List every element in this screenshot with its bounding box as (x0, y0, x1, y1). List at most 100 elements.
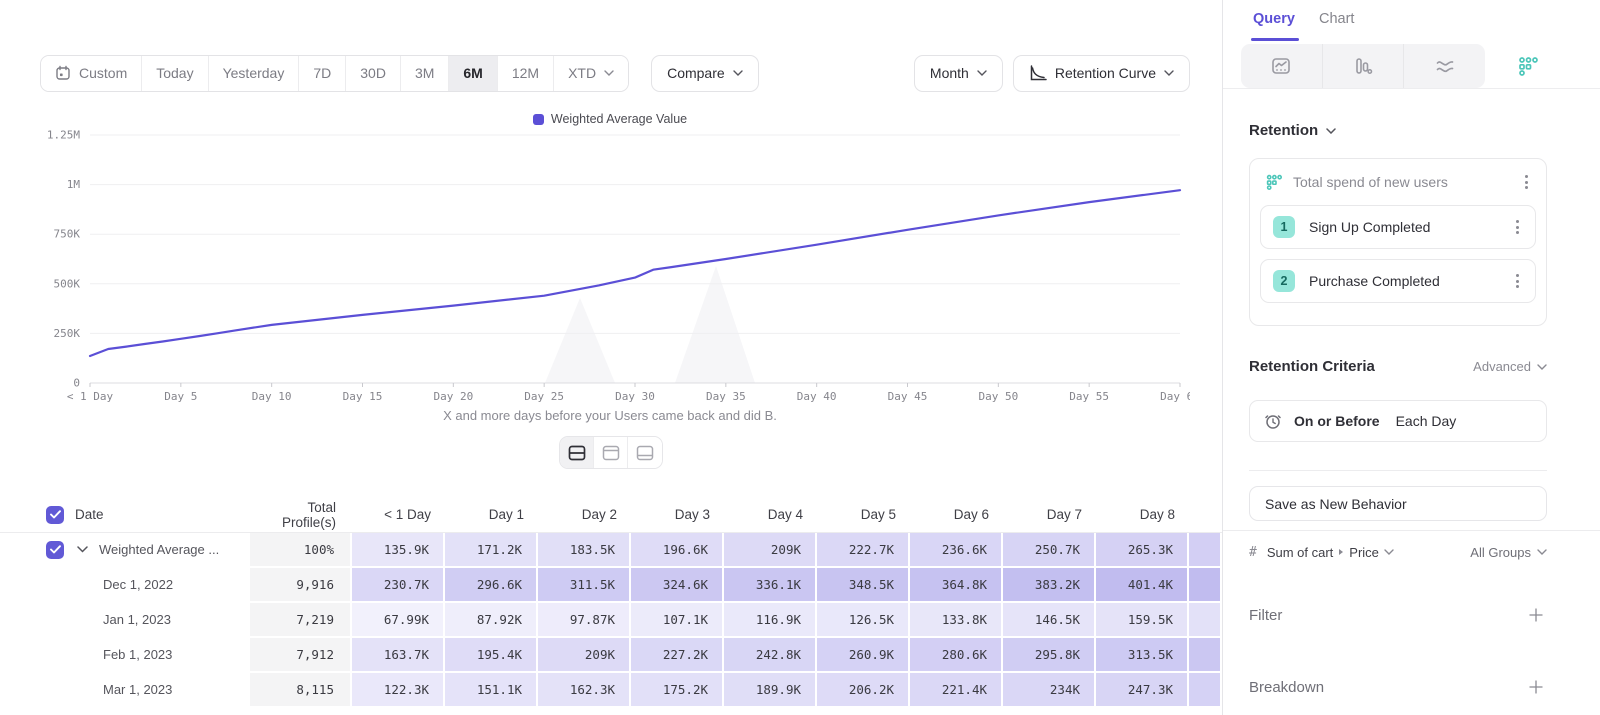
breakdown-section: Breakdown (1249, 672, 1547, 702)
table-only-view-button[interactable] (628, 437, 662, 468)
retention-value-cell: 107.1K (631, 603, 724, 638)
x-axis-label: Day 55 (1069, 390, 1109, 403)
range-label: 7D (313, 65, 332, 81)
x-axis-label: Day 50 (978, 390, 1018, 403)
watermark-triangle (675, 266, 755, 383)
range-7d[interactable]: 7D (299, 55, 347, 91)
tab-funnels[interactable] (1323, 44, 1405, 88)
legend-swatch (532, 113, 544, 125)
step-menu-button[interactable] (1510, 214, 1525, 240)
x-axis-label: Day 5 (164, 390, 197, 403)
tab-query[interactable]: Query (1253, 11, 1295, 27)
range-12m[interactable]: 12M (497, 55, 555, 91)
column-header-label: Date (75, 507, 104, 522)
x-axis-label: Day 45 (888, 390, 928, 403)
x-axis-label: Day 30 (615, 390, 655, 403)
save-as-new-behavior-button[interactable]: Save as New Behavior (1249, 486, 1547, 521)
compare-button[interactable]: Compare (651, 54, 759, 92)
column-header-day-5: Day 5 (860, 507, 896, 522)
retention-value-cell: 159.5K (1096, 603, 1189, 638)
chevron-down-icon (604, 70, 614, 76)
range-today[interactable]: Today (142, 55, 209, 91)
breakdown-label: Breakdown (1249, 678, 1325, 696)
criteria-mode-dropdown[interactable]: Advanced (1473, 359, 1547, 374)
range-6m[interactable]: 6M (449, 55, 498, 91)
retention-value-cell: 222.7K (817, 533, 910, 568)
tab-chart[interactable]: Chart (1319, 11, 1355, 27)
add-filter-button[interactable] (1525, 604, 1547, 626)
column-header-day-8: Day 8 (1139, 507, 1175, 522)
range-30d[interactable]: 30D (346, 55, 401, 91)
column-header-day-3: Day 3 (674, 507, 710, 522)
clipped-value-cell (1189, 568, 1222, 603)
step-menu-button[interactable] (1510, 268, 1525, 294)
split-view-button[interactable] (560, 437, 594, 468)
clipped-value-cell (1189, 603, 1222, 638)
window-type-selector[interactable]: On or Before (1294, 413, 1380, 429)
retention-value-cell: 364.8K (910, 568, 1003, 603)
behavior-menu-button[interactable] (1519, 169, 1534, 195)
row-total-cell: 100% (250, 533, 352, 568)
step-purchase-completed[interactable]: 2 Purchase Completed (1260, 259, 1536, 303)
range-label: 3M (414, 65, 435, 81)
step-sign-up-completed[interactable]: 1 Sign Up Completed (1260, 205, 1536, 249)
measure-event-label: Sum of cart (1266, 544, 1334, 560)
column-header-day-2: Day 2 (581, 507, 617, 522)
retention-value-cell: 146.5K (1003, 603, 1096, 638)
range-label: Today (156, 65, 194, 81)
retention-section-dropdown[interactable]: Retention (1249, 122, 1336, 139)
range-xtd[interactable]: XTD (554, 55, 629, 91)
range-yesterday[interactable]: Yesterday (208, 55, 300, 91)
caret-right-icon (1339, 549, 1344, 555)
retention-chart: 0 250K 500K 750K 1M 1.25M < 1 Day Day 5 Day 10 Da… (30, 126, 1200, 418)
row-date-label: Dec 1, 2022 (103, 577, 174, 592)
retention-grid-icon (1519, 57, 1538, 76)
chart-type-label: Retention Curve (1054, 65, 1156, 81)
retention-value-cell: 133.8K (910, 603, 1003, 638)
retention-value-cell: 296.6K (445, 568, 538, 603)
row-expand-chevron[interactable] (77, 546, 88, 553)
tab-insights[interactable] (1241, 44, 1323, 88)
retention-value-cell: 67.99K (352, 603, 445, 638)
range-custom[interactable]: Custom (41, 55, 143, 91)
tab-flows[interactable] (1404, 44, 1485, 88)
row-total-cell: 7,912 (250, 638, 352, 673)
window-unit-selector[interactable]: Each Day (1395, 413, 1457, 429)
x-axis-label: Day 60 (1160, 390, 1190, 403)
select-all-checkbox[interactable] (46, 505, 64, 524)
add-breakdown-button[interactable] (1525, 676, 1547, 698)
x-axis-label: < 1 Day (67, 390, 114, 403)
toolbar: Custom Today Yesterday 7D 30D 3M 6M 12M XTD Comp… (40, 54, 1190, 92)
x-axis-label: Day 40 (797, 390, 837, 403)
retention-value-cell: 122.3K (352, 673, 445, 708)
view-toggle-group (559, 436, 663, 469)
retention-table: Date Total Profile(s) < 1 Day Day 1 Day 2 Day… (0, 497, 1222, 708)
retention-criteria-row: Retention Criteria Advanced (1249, 358, 1547, 375)
row-date-cell: Dec 1, 2022 (0, 568, 250, 603)
number-property-icon: # (1249, 544, 1257, 560)
row-date-cell: Weighted Average ... (0, 533, 250, 568)
tab-retention[interactable] (1506, 44, 1550, 88)
groups-dropdown[interactable]: All Groups (1470, 545, 1547, 560)
check-icon (49, 510, 61, 519)
retention-value-cell: 348.5K (817, 568, 910, 603)
granularity-button[interactable]: Month (913, 54, 1003, 92)
measure-property-dropdown[interactable]: Sum of cart Price (1267, 545, 1394, 560)
retention-value-cell: 183.5K (538, 533, 631, 568)
retention-value-cell: 209K (724, 533, 817, 568)
date-range-picker: Custom Today Yesterday 7D 30D 3M 6M 12M XTD (40, 54, 630, 92)
retention-value-cell: 206.2K (817, 673, 910, 708)
column-header-day-6: Day 6 (953, 507, 989, 522)
chevron-down-icon (1537, 363, 1547, 370)
chevron-down-icon (77, 546, 88, 553)
chart-type-button[interactable]: Retention Curve (1012, 54, 1190, 92)
row-checkbox[interactable] (46, 540, 64, 559)
filter-section: Filter (1249, 600, 1547, 630)
retention-value-cell: 196.6K (631, 533, 724, 568)
chart-only-view-button[interactable] (594, 437, 628, 468)
retention-value-cell: 227.2K (631, 638, 724, 673)
clipped-value-cell (1189, 638, 1222, 673)
retention-window-control[interactable]: On or Before Each Day (1249, 400, 1547, 442)
range-3m[interactable]: 3M (400, 55, 450, 91)
column-header-day-7: Day 7 (1046, 507, 1082, 522)
